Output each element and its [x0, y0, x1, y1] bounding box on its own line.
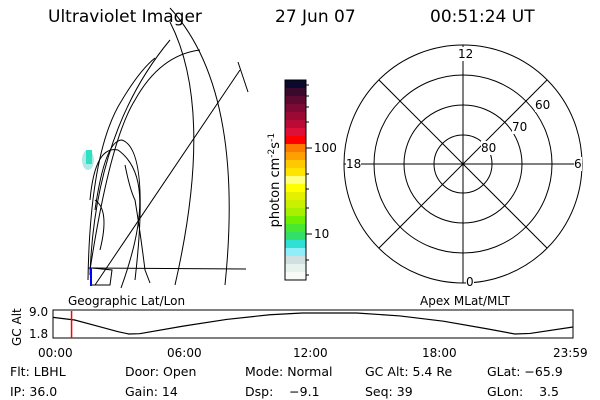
map-limb — [87, 57, 156, 281]
mlt-18: 18 — [346, 157, 362, 171]
colorbar-band — [285, 208, 306, 217]
gc-alt-line — [52, 312, 574, 335]
colorbar-band — [285, 136, 306, 145]
mlat-80: 80 — [481, 141, 497, 155]
door-info: Door: Open — [125, 364, 197, 379]
colorbar-band — [285, 112, 306, 121]
colorbar-band — [285, 160, 306, 169]
glat-info: GLat: −65.9 — [487, 364, 563, 379]
ytick-1.8: 1.8 — [29, 327, 49, 341]
glon-info: GLon: 3.5 — [487, 384, 559, 399]
xtick-6: 06:00 — [167, 346, 202, 360]
longitude-line — [169, 21, 195, 286]
mode-info: Mode: Normal — [245, 364, 333, 379]
filter-info: Flt: LBHL — [10, 364, 66, 379]
colorbar-band — [285, 240, 306, 249]
colorbar-band — [285, 192, 306, 201]
colorbar-band — [285, 232, 306, 241]
geographic-label: Geographic Lat/Lon — [68, 294, 186, 308]
colorbar-band — [285, 120, 306, 129]
mlt-12: 12 — [458, 47, 474, 61]
colorbar-band — [285, 80, 306, 89]
longitude-line — [169, 7, 230, 286]
xtick-24: 23:59 — [553, 346, 588, 360]
apex-label: Apex MLat/MLT — [420, 294, 510, 308]
colorbar-band — [285, 216, 306, 225]
colorbar-band — [285, 224, 306, 233]
dsp-info: Dsp: −9.1 — [245, 384, 320, 399]
colorbar-band — [285, 144, 306, 153]
plot-frame — [52, 309, 574, 339]
colorbar-band — [285, 200, 306, 209]
colorbar-tick-100: 100 — [314, 141, 337, 155]
colorbar-band — [285, 104, 306, 113]
seq-info: Seq: 39 — [365, 384, 413, 399]
ytick-9: 9.0 — [29, 305, 49, 319]
colorbar-band — [285, 128, 306, 137]
ip-info: IP: 36.0 — [10, 384, 58, 399]
colorbar-band — [285, 272, 306, 281]
colorbar-band — [285, 184, 306, 193]
time-label: 00:51:24 UT — [430, 7, 535, 27]
mlt-0: 0 — [466, 275, 474, 289]
colorbar-band — [285, 88, 306, 97]
instrument-title: Ultraviolet Imager — [48, 7, 202, 27]
y-axis-label: GC Alt — [10, 308, 24, 346]
latitude-line — [94, 69, 241, 286]
gain-info: Gain: 14 — [125, 384, 178, 399]
colorbar-band — [285, 256, 306, 265]
date-label: 27 Jun 07 — [275, 7, 356, 27]
mlat-70: 70 — [512, 120, 528, 134]
colorbar-band — [285, 168, 306, 177]
mlt-6: 6 — [574, 157, 582, 171]
xtick-0: 00:00 — [38, 346, 73, 360]
colorbar-band — [285, 248, 306, 257]
xtick-12: 12:00 — [293, 346, 328, 360]
mlat-60: 60 — [535, 98, 551, 112]
gc-alt-info: GC Alt: 5.4 Re — [365, 364, 453, 379]
colorbar-band — [285, 176, 306, 185]
colorbar-tick-10: 10 — [314, 227, 330, 241]
colorbar-band — [285, 264, 306, 273]
xtick-18: 18:00 — [422, 346, 457, 360]
colorbar-band — [285, 96, 306, 105]
colorbar-band — [285, 152, 306, 161]
